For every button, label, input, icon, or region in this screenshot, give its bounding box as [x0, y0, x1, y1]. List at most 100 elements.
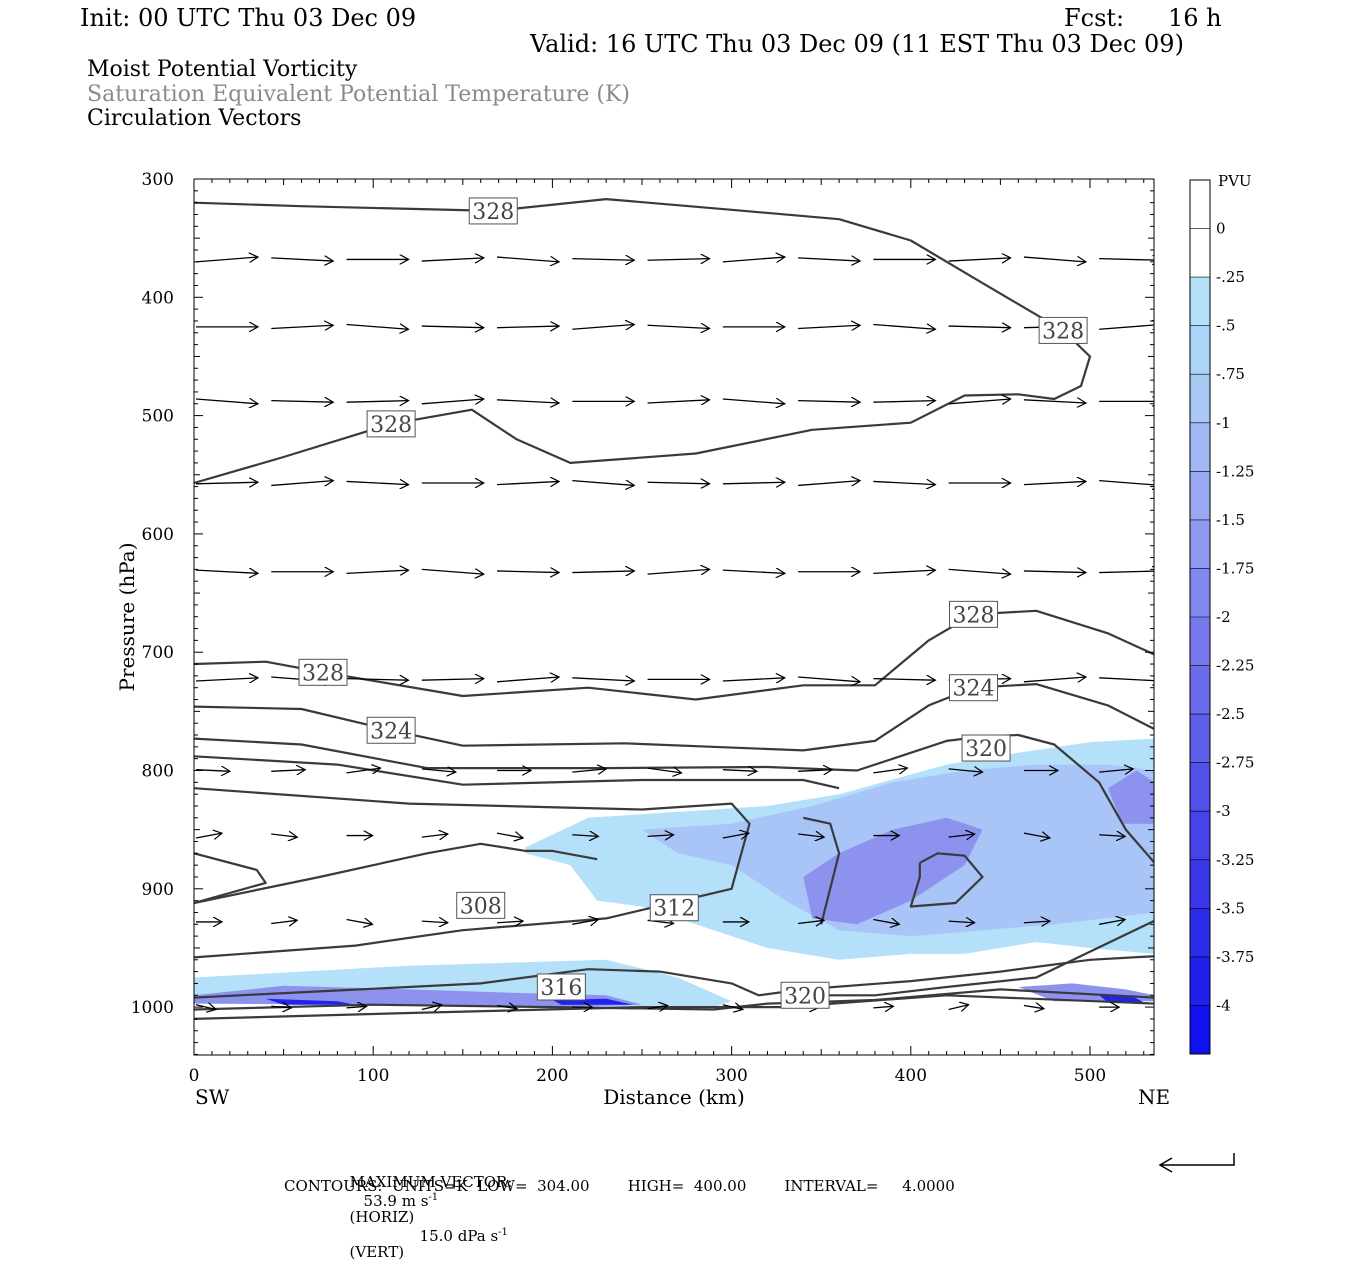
x-end-label-sw: SW [195, 1085, 230, 1109]
circulation-vector [647, 835, 674, 837]
circulation-vector [497, 481, 559, 484]
contour-label: 308 [460, 894, 502, 919]
circulation-vector [421, 769, 456, 772]
circulation-vector [1023, 1006, 1044, 1009]
circulation-vector [948, 834, 975, 837]
contour-label-box [536, 973, 586, 1001]
colorbar-swatch [1190, 908, 1210, 958]
circulation-vector [873, 570, 935, 573]
colorbar-unit: PVU [1218, 172, 1252, 190]
x-tick-label: 500 [1074, 1066, 1106, 1086]
colorbar-tick-label: -.75 [1216, 365, 1245, 383]
cross-section-chart: 328 328 328 328 328 324 324 320 308 312 316 320 PVU… [115, 170, 1254, 1173]
contour-label-box [961, 734, 1011, 762]
colorbar-tick-label: -1.25 [1216, 462, 1254, 480]
circulation-vector [421, 1005, 442, 1010]
circulation-vector [195, 257, 258, 262]
y-tick-label: 300 [142, 170, 174, 190]
circulation-vector [572, 324, 634, 329]
circulation-vector [873, 679, 935, 681]
circulation-vector [798, 920, 824, 923]
circulation-vector [271, 481, 333, 486]
circulation-vector [873, 768, 907, 773]
circulation-vectors [195, 257, 1154, 1010]
circulation-vector [195, 833, 222, 838]
circulation-vector [873, 324, 935, 329]
circulation-vector [647, 1006, 668, 1009]
contour-label: 324 [370, 719, 412, 744]
circulation-vector [948, 921, 975, 923]
theta-contour [194, 787, 751, 959]
circulation-vector [1099, 324, 1154, 329]
circulation-vector [722, 833, 749, 838]
circulation-vector [572, 835, 598, 837]
y-tick-label: 500 [142, 407, 174, 427]
circulation-vector [497, 326, 559, 328]
colorbar-swatch [1190, 1005, 1210, 1055]
mpv-region [1099, 995, 1144, 1003]
field-title-vectors: Circulation Vectors [87, 106, 302, 131]
circulation-vector [1023, 257, 1086, 262]
circulation-vector [647, 325, 710, 328]
contour-label: 328 [370, 413, 412, 438]
circulation-vector [873, 481, 935, 484]
contour-label-box [649, 894, 699, 922]
theta-contour [194, 852, 267, 905]
axes: 0 100 200 300 400 500 300 400 500 600 700 800 900 100… [115, 170, 1170, 1109]
circulation-vector [1099, 920, 1125, 925]
x-tick-label: 300 [715, 1066, 747, 1086]
reference-vector-icon [1158, 1153, 1235, 1173]
y-tick-label: 800 [142, 762, 174, 782]
x-tick-label: 0 [189, 1066, 200, 1086]
colorbar-tick-label: -2.5 [1216, 705, 1245, 723]
circulation-vector [647, 259, 710, 261]
colorbar-swatch [1190, 859, 1210, 909]
circulation-vector [647, 569, 710, 574]
circulation-vector [497, 400, 559, 403]
colorbar-swatch [1190, 228, 1210, 278]
circulation-vector [873, 920, 899, 925]
circulation-vector [572, 259, 634, 261]
circulation-vector [722, 399, 785, 404]
circulation-vector [873, 1006, 893, 1008]
circulation-vector [1099, 259, 1154, 261]
max-vector-label: MAXIMUM VECTOR: [349, 1173, 513, 1191]
contour-label-box [1038, 316, 1088, 344]
contour-label-box [780, 981, 830, 1009]
colorbar-tick-label: -.25 [1216, 268, 1245, 286]
colorbar-tick-label: -1.5 [1216, 511, 1245, 529]
contour-label: 320 [965, 737, 1007, 762]
circulation-vector [195, 1005, 216, 1010]
theta-contour [785, 919, 1154, 997]
colorbar-tick-label: -1.75 [1216, 559, 1254, 577]
circulation-vector [421, 834, 448, 837]
circulation-vector [346, 570, 409, 573]
circulation-vector [1099, 769, 1133, 772]
colorbar-swatch [1190, 422, 1210, 472]
contour-label-box [298, 658, 348, 686]
circulation-vector [572, 769, 606, 772]
theta-contour [194, 994, 1154, 1020]
colorbar-tick-label: -1 [1216, 414, 1231, 432]
circulation-vector [1023, 481, 1086, 484]
circulation-vector [798, 677, 860, 682]
colorbar-swatch [1190, 325, 1210, 375]
contour-label: 316 [540, 976, 582, 1001]
circulation-vector [496, 1006, 517, 1009]
circulation-vector [271, 770, 305, 772]
circulation-vector [722, 770, 757, 772]
colorbar-tick-label: -2.75 [1216, 754, 1254, 772]
circulation-vector [421, 569, 484, 574]
circulation-vector [948, 569, 1011, 574]
circulation-vector [798, 325, 860, 328]
forecast-hour: 16 h [1168, 4, 1222, 32]
circulation-vector [722, 482, 785, 484]
colorbar-swatch [1190, 374, 1210, 424]
colorbar-swatch [1190, 180, 1210, 230]
field-title-mpv: Moist Potential Vorticity [87, 57, 358, 82]
circulation-vector [271, 1006, 291, 1008]
colorbar-swatch [1190, 714, 1210, 764]
horiz-exponent: -1 [428, 1192, 439, 1203]
colorbar: PVU 0 -.25 -.5 -.75 -1 -1.25 -1.5 -1.75 -2 -2.25 -2… [1189, 172, 1254, 1055]
x-tick-label: 400 [895, 1066, 927, 1086]
